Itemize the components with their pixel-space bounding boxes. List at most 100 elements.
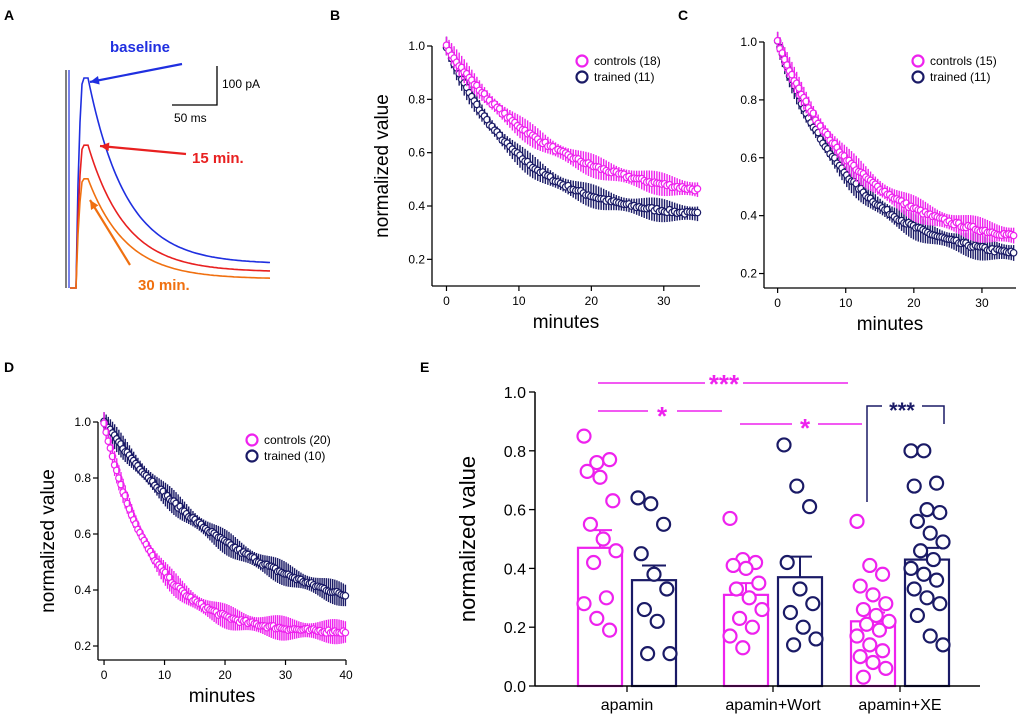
legend-label-controls: controls (20) — [264, 433, 331, 447]
data-point — [789, 478, 805, 494]
data-point — [630, 490, 646, 506]
data-point — [649, 613, 665, 629]
y-axis-label: normalized value — [38, 469, 59, 613]
sig-bracket — [866, 405, 882, 502]
panel-label-c: C — [678, 7, 688, 23]
data-point — [922, 628, 938, 644]
x-axis-label: minutes — [189, 686, 256, 707]
scale-bar — [172, 66, 218, 106]
data-point — [906, 478, 922, 494]
data-point — [795, 84, 803, 93]
data-point — [881, 613, 897, 629]
panel-b-chart: 0 10 20 30 0.2 0.4 0.6 0.8 1.0 minutes normalized … — [372, 36, 702, 333]
y-tick-label: 0.6 — [504, 503, 526, 520]
data-point — [731, 610, 748, 626]
data-point — [795, 619, 811, 635]
y-tick-label: 0.6 — [408, 146, 425, 160]
data-point — [576, 596, 592, 612]
y-tick-label: 1.0 — [74, 415, 91, 429]
data-point — [592, 469, 608, 485]
y-tick-label: 1.0 — [740, 35, 757, 49]
data-point — [858, 616, 875, 632]
data-point — [903, 443, 919, 459]
data-point — [871, 622, 888, 638]
arrow-baseline-head — [90, 76, 100, 85]
data-point — [754, 601, 770, 618]
series-controls — [442, 36, 702, 197]
data-point — [1009, 248, 1018, 257]
panel-e-chart: 0.0 0.2 0.4 0.6 0.8 1.0 apamin apamin+Wort apami… — [455, 369, 980, 714]
legend-marker-controls — [575, 54, 589, 68]
arrow-15min — [99, 144, 187, 156]
x-tick-label: 0 — [774, 296, 781, 310]
x-tick-label: 10 — [839, 296, 853, 310]
scale-current-label: 100 pA — [222, 77, 260, 91]
y-tick-label: 0.4 — [408, 199, 425, 213]
legend-label-controls: controls (15) — [930, 54, 997, 68]
data-point — [659, 581, 675, 597]
legend-label-trained: trained (11) — [930, 70, 990, 84]
data-point — [595, 531, 611, 547]
data-point — [662, 646, 678, 662]
data-point — [909, 607, 926, 624]
data-point — [922, 525, 938, 541]
series-trained — [100, 412, 350, 607]
sig-label: *** — [889, 398, 915, 423]
data-point — [646, 566, 662, 582]
sig-label: * — [657, 401, 668, 431]
data-point — [868, 607, 884, 624]
data-point — [855, 669, 872, 685]
panel-c-chart: 0 10 20 30 0.2 0.4 0.6 0.8 1.0 minutes controls (1… — [740, 31, 1018, 335]
data-point — [589, 610, 605, 626]
legend: controls (18) trained (11) — [575, 54, 661, 84]
data-point — [785, 637, 802, 653]
data-point — [725, 557, 741, 574]
data-point — [633, 546, 649, 562]
data-point — [909, 513, 926, 529]
legend-marker-trained — [245, 449, 259, 463]
data-point — [751, 575, 767, 591]
legend-label-trained: trained (11) — [594, 70, 654, 84]
legend: controls (15) trained (11) — [911, 54, 997, 84]
category-label: apamin+Wort — [725, 697, 821, 714]
data-point — [874, 643, 891, 659]
data-point — [735, 640, 751, 656]
x-tick-label: 30 — [657, 294, 671, 308]
category-label: apamin — [601, 697, 653, 714]
data-point — [722, 510, 738, 527]
data-point — [925, 551, 942, 568]
data-point — [579, 463, 595, 479]
data-point — [865, 654, 881, 671]
data-point — [738, 560, 754, 577]
data-point — [728, 581, 745, 597]
data-point — [928, 475, 945, 491]
panel-label-b: B — [330, 7, 340, 23]
data-point — [916, 443, 932, 459]
x-tick-label: 30 — [279, 668, 293, 682]
data-point — [849, 513, 865, 529]
legend-marker-trained — [575, 70, 589, 84]
sig-bracket — [922, 405, 945, 424]
legend-label-controls: controls (18) — [594, 54, 661, 68]
arrow-baseline — [89, 62, 183, 84]
panel-label-d: D — [4, 359, 14, 375]
data-point — [585, 554, 602, 571]
data-point — [865, 587, 881, 603]
data-point — [778, 49, 787, 57]
data-point — [916, 566, 932, 582]
data-point — [744, 619, 761, 635]
x-tick-label: 0 — [443, 294, 450, 308]
data-point — [874, 566, 891, 582]
data-point — [693, 208, 702, 217]
y-tick-label: 0.2 — [408, 252, 425, 266]
data-point — [801, 499, 818, 515]
data-point — [341, 628, 350, 637]
data-point — [808, 631, 824, 647]
data-point — [741, 590, 757, 606]
data-point — [779, 554, 795, 571]
data-point — [601, 622, 618, 638]
trace-min30 — [70, 178, 271, 289]
y-tick-label: 0.6 — [740, 151, 757, 165]
x-axis-label: minutes — [533, 312, 600, 333]
